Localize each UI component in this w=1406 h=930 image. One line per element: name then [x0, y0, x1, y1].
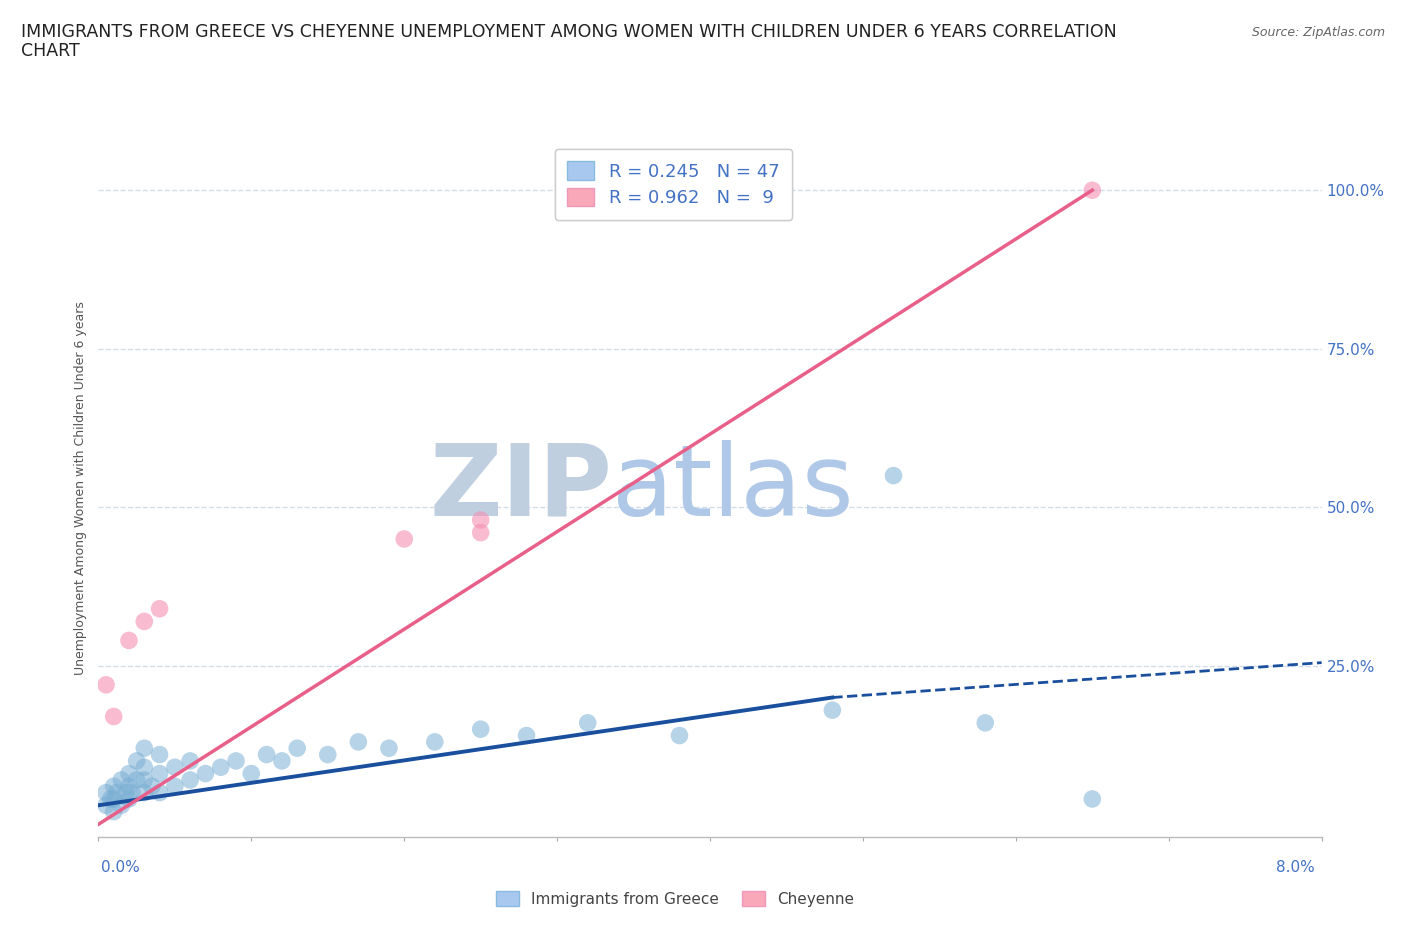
Point — [1081, 791, 1104, 806]
Point — [470, 525, 492, 540]
Point — [347, 735, 370, 750]
Point — [134, 741, 156, 756]
Point — [163, 778, 186, 793]
Point — [974, 715, 997, 730]
Point — [149, 602, 172, 617]
Point — [149, 747, 172, 762]
Point — [103, 709, 125, 724]
Point — [134, 785, 156, 800]
Text: 0.0%: 0.0% — [101, 860, 141, 875]
Point — [285, 741, 308, 756]
Point — [179, 753, 201, 768]
Point — [668, 728, 690, 743]
Point — [94, 677, 117, 692]
Point — [225, 753, 247, 768]
Point — [1081, 183, 1104, 198]
Legend: R = 0.245   N = 47, R = 0.962   N =  9: R = 0.245 N = 47, R = 0.962 N = 9 — [554, 149, 792, 219]
Point — [149, 766, 172, 781]
Y-axis label: Unemployment Among Women with Children Under 6 years: Unemployment Among Women with Children U… — [75, 301, 87, 675]
Text: CHART: CHART — [21, 42, 80, 60]
Point — [256, 747, 278, 762]
Point — [121, 785, 143, 800]
Point — [118, 791, 141, 806]
Point — [118, 633, 141, 648]
Point — [110, 798, 132, 813]
Point — [270, 753, 294, 768]
Point — [883, 468, 905, 483]
Point — [134, 760, 156, 775]
Point — [821, 703, 844, 718]
Point — [110, 773, 132, 788]
Point — [94, 785, 117, 800]
Point — [118, 778, 141, 793]
Point — [163, 760, 186, 775]
Point — [194, 766, 217, 781]
Point — [316, 747, 339, 762]
Point — [94, 798, 117, 813]
Point — [470, 512, 492, 527]
Point — [378, 741, 401, 756]
Point — [125, 753, 148, 768]
Text: 8.0%: 8.0% — [1275, 860, 1315, 875]
Text: atlas: atlas — [612, 440, 853, 537]
Legend: Immigrants from Greece, Cheyenne: Immigrants from Greece, Cheyenne — [489, 885, 860, 913]
Text: ZIP: ZIP — [429, 440, 612, 537]
Text: IMMIGRANTS FROM GREECE VS CHEYENNE UNEMPLOYMENT AMONG WOMEN WITH CHILDREN UNDER : IMMIGRANTS FROM GREECE VS CHEYENNE UNEMP… — [21, 23, 1116, 41]
Point — [240, 766, 263, 781]
Point — [141, 778, 163, 793]
Point — [103, 804, 125, 819]
Point — [576, 715, 599, 730]
Point — [392, 532, 416, 547]
Point — [105, 785, 128, 800]
Point — [179, 773, 201, 788]
Point — [209, 760, 232, 775]
Text: Source: ZipAtlas.com: Source: ZipAtlas.com — [1251, 26, 1385, 39]
Point — [100, 791, 122, 806]
Point — [149, 785, 172, 800]
Point — [134, 773, 156, 788]
Point — [103, 791, 125, 806]
Point — [470, 722, 492, 737]
Point — [115, 785, 138, 800]
Point — [134, 614, 156, 629]
Point — [516, 728, 538, 743]
Point — [423, 735, 446, 750]
Point — [103, 778, 125, 793]
Point — [118, 766, 141, 781]
Point — [125, 773, 148, 788]
